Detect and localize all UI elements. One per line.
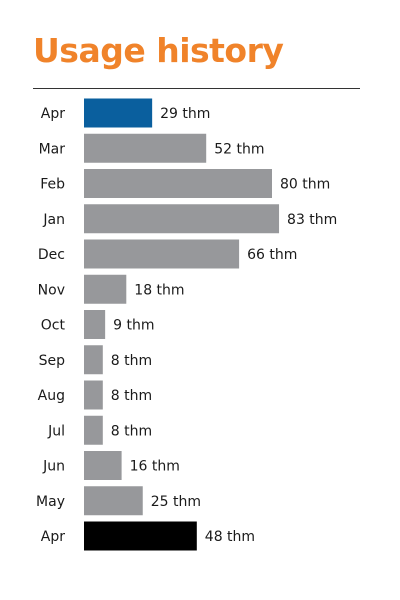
category-label: Feb <box>40 177 65 193</box>
category-label: Apr <box>41 106 65 122</box>
bar-default <box>84 415 103 445</box>
bar-default <box>84 380 103 410</box>
value-label: 25 thm <box>151 494 201 510</box>
value-label: 8 thm <box>111 423 152 439</box>
category-label: Apr <box>41 529 65 545</box>
bar-default <box>84 310 106 339</box>
bar-default <box>84 169 272 198</box>
value-label: 52 thm <box>214 141 264 157</box>
bar-default <box>84 204 280 234</box>
bar-default <box>84 486 143 516</box>
value-label: 83 thm <box>287 212 337 228</box>
title-divider <box>33 88 360 89</box>
category-label: Mar <box>39 141 66 157</box>
value-label: 8 thm <box>111 388 152 404</box>
category-label: Jun <box>42 459 65 475</box>
bar-default <box>84 451 122 480</box>
category-label: Jan <box>42 212 65 228</box>
bar-default <box>84 239 240 269</box>
bar-default <box>84 345 103 375</box>
category-label: Jul <box>47 423 65 439</box>
category-label: Sep <box>39 353 66 369</box>
bar-default <box>84 133 207 163</box>
category-label: Dec <box>38 247 65 263</box>
value-label: 18 thm <box>134 282 184 298</box>
value-label: 8 thm <box>111 353 152 369</box>
chart-title: Usage history <box>33 31 284 70</box>
bar-default <box>84 274 127 304</box>
category-label: Nov <box>38 282 65 298</box>
value-label: 66 thm <box>247 247 297 263</box>
category-label: Oct <box>41 318 66 334</box>
bar-current <box>84 98 153 128</box>
value-label: 29 thm <box>160 106 210 122</box>
category-label: May <box>36 494 65 510</box>
value-label: 9 thm <box>113 318 154 334</box>
value-label: 48 thm <box>205 529 255 545</box>
bar-year_ago <box>84 521 197 551</box>
value-label: 80 thm <box>280 177 330 193</box>
category-label: Aug <box>38 388 65 404</box>
value-label: 16 thm <box>130 459 180 475</box>
